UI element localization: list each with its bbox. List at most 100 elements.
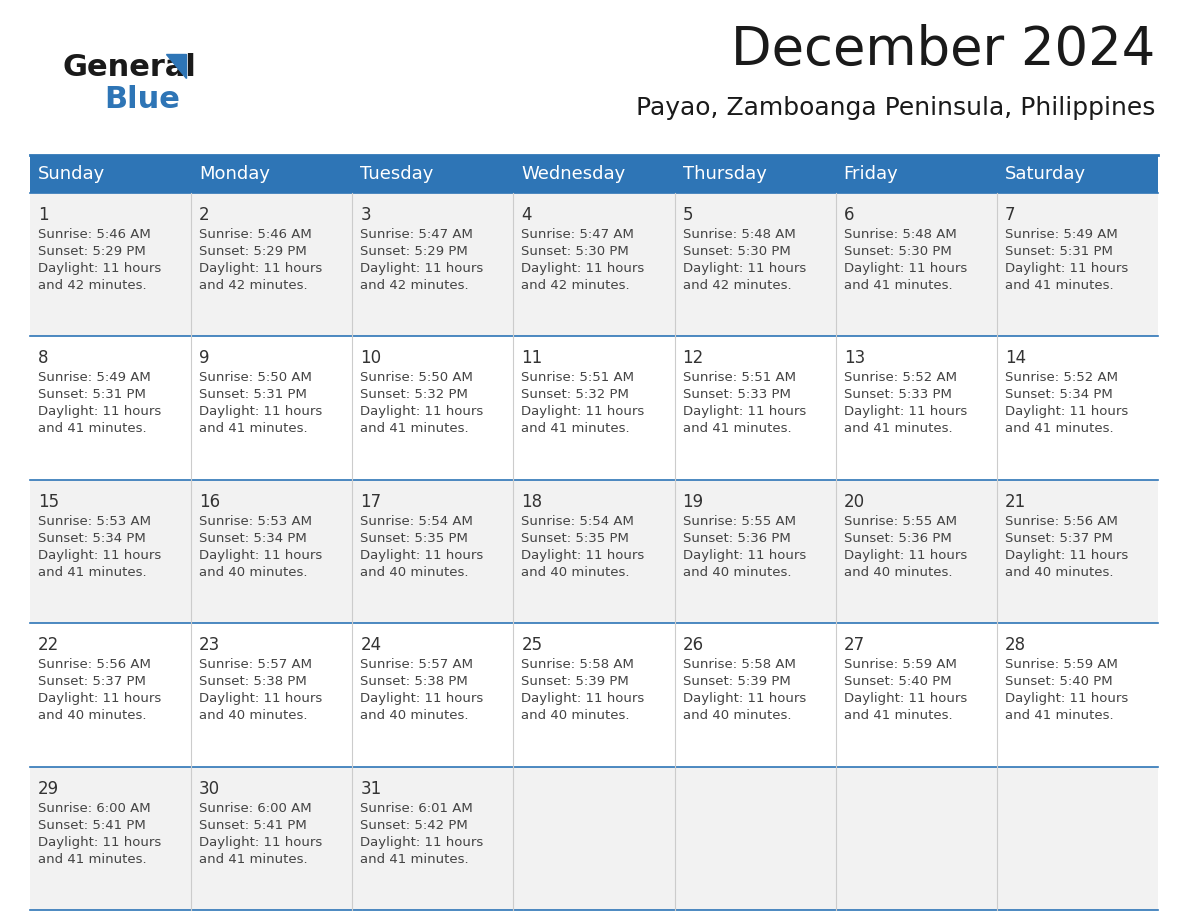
Text: Sunset: 5:35 PM: Sunset: 5:35 PM (360, 532, 468, 544)
Text: 24: 24 (360, 636, 381, 655)
Text: Daylight: 11 hours: Daylight: 11 hours (360, 406, 484, 419)
Text: 25: 25 (522, 636, 543, 655)
Text: Daylight: 11 hours: Daylight: 11 hours (38, 262, 162, 275)
Text: Sunset: 5:34 PM: Sunset: 5:34 PM (200, 532, 307, 544)
Text: 19: 19 (683, 493, 703, 510)
Text: Sunrise: 5:47 AM: Sunrise: 5:47 AM (360, 228, 473, 241)
Text: Sunrise: 5:59 AM: Sunrise: 5:59 AM (1005, 658, 1118, 671)
Bar (30, 480, 1158, 623)
Text: and 41 minutes.: and 41 minutes. (200, 853, 308, 866)
Text: Sunrise: 5:57 AM: Sunrise: 5:57 AM (360, 658, 473, 671)
Text: Sunset: 5:32 PM: Sunset: 5:32 PM (360, 388, 468, 401)
Text: Sunset: 5:31 PM: Sunset: 5:31 PM (200, 388, 307, 401)
Text: 11: 11 (522, 350, 543, 367)
Bar (30, 623, 1158, 767)
Text: Daylight: 11 hours: Daylight: 11 hours (360, 835, 484, 848)
Text: and 41 minutes.: and 41 minutes. (843, 710, 953, 722)
Text: and 41 minutes.: and 41 minutes. (1005, 422, 1113, 435)
Text: Sunrise: 6:01 AM: Sunrise: 6:01 AM (360, 801, 473, 814)
Text: Sunset: 5:29 PM: Sunset: 5:29 PM (360, 245, 468, 258)
Text: 18: 18 (522, 493, 543, 510)
Text: Sunrise: 5:51 AM: Sunrise: 5:51 AM (522, 372, 634, 385)
Text: Daylight: 11 hours: Daylight: 11 hours (683, 692, 805, 705)
Text: 29: 29 (38, 779, 59, 798)
Text: and 41 minutes.: and 41 minutes. (843, 279, 953, 292)
Bar (30, 767, 1158, 910)
Text: Daylight: 11 hours: Daylight: 11 hours (522, 549, 645, 562)
Text: 7: 7 (1005, 206, 1016, 224)
Text: Wednesday: Wednesday (522, 165, 626, 183)
Text: and 41 minutes.: and 41 minutes. (683, 422, 791, 435)
Bar (30, 193, 1158, 336)
Text: Daylight: 11 hours: Daylight: 11 hours (843, 692, 967, 705)
Text: Sunrise: 5:52 AM: Sunrise: 5:52 AM (843, 372, 956, 385)
Text: 21: 21 (1005, 493, 1026, 510)
Text: Sunset: 5:41 PM: Sunset: 5:41 PM (200, 819, 307, 832)
Text: Daylight: 11 hours: Daylight: 11 hours (200, 835, 322, 848)
Text: Daylight: 11 hours: Daylight: 11 hours (38, 835, 162, 848)
Text: Blue: Blue (105, 85, 179, 115)
Text: 3: 3 (360, 206, 371, 224)
Text: Daylight: 11 hours: Daylight: 11 hours (522, 262, 645, 275)
Text: Daylight: 11 hours: Daylight: 11 hours (843, 549, 967, 562)
Text: 9: 9 (200, 350, 209, 367)
Text: and 41 minutes.: and 41 minutes. (360, 422, 469, 435)
Text: Sunrise: 5:56 AM: Sunrise: 5:56 AM (1005, 515, 1118, 528)
Text: Sunset: 5:38 PM: Sunset: 5:38 PM (200, 676, 307, 688)
Text: 8: 8 (38, 350, 49, 367)
Text: Sunrise: 5:58 AM: Sunrise: 5:58 AM (683, 658, 796, 671)
Text: and 41 minutes.: and 41 minutes. (360, 853, 469, 866)
Text: Daylight: 11 hours: Daylight: 11 hours (38, 692, 162, 705)
Text: Daylight: 11 hours: Daylight: 11 hours (200, 692, 322, 705)
Text: Sunrise: 5:49 AM: Sunrise: 5:49 AM (38, 372, 151, 385)
Text: Sunset: 5:42 PM: Sunset: 5:42 PM (360, 819, 468, 832)
Text: Sunset: 5:30 PM: Sunset: 5:30 PM (522, 245, 630, 258)
Text: and 40 minutes.: and 40 minutes. (683, 710, 791, 722)
Text: Sunrise: 5:50 AM: Sunrise: 5:50 AM (200, 372, 312, 385)
Text: Daylight: 11 hours: Daylight: 11 hours (360, 549, 484, 562)
Text: Sunrise: 5:51 AM: Sunrise: 5:51 AM (683, 372, 796, 385)
Text: Sunrise: 5:55 AM: Sunrise: 5:55 AM (843, 515, 956, 528)
Text: 15: 15 (38, 493, 59, 510)
Text: Sunrise: 5:53 AM: Sunrise: 5:53 AM (38, 515, 151, 528)
Text: and 42 minutes.: and 42 minutes. (200, 279, 308, 292)
Text: 6: 6 (843, 206, 854, 224)
Text: and 40 minutes.: and 40 minutes. (843, 565, 953, 579)
Text: 22: 22 (38, 636, 59, 655)
Text: and 41 minutes.: and 41 minutes. (38, 853, 146, 866)
Text: 17: 17 (360, 493, 381, 510)
Text: Sunset: 5:29 PM: Sunset: 5:29 PM (38, 245, 146, 258)
Text: Daylight: 11 hours: Daylight: 11 hours (683, 406, 805, 419)
Text: and 42 minutes.: and 42 minutes. (360, 279, 469, 292)
Text: Daylight: 11 hours: Daylight: 11 hours (843, 406, 967, 419)
Text: Daylight: 11 hours: Daylight: 11 hours (1005, 262, 1129, 275)
Text: 5: 5 (683, 206, 693, 224)
Text: 30: 30 (200, 779, 220, 798)
Text: Sunset: 5:34 PM: Sunset: 5:34 PM (1005, 388, 1113, 401)
Text: 12: 12 (683, 350, 703, 367)
Text: Sunset: 5:30 PM: Sunset: 5:30 PM (843, 245, 952, 258)
Text: Sunrise: 5:56 AM: Sunrise: 5:56 AM (38, 658, 151, 671)
Text: Sunset: 5:39 PM: Sunset: 5:39 PM (522, 676, 630, 688)
Text: Thursday: Thursday (683, 165, 766, 183)
Text: Sunset: 5:36 PM: Sunset: 5:36 PM (843, 532, 952, 544)
Text: Daylight: 11 hours: Daylight: 11 hours (360, 262, 484, 275)
Text: Sunrise: 5:59 AM: Sunrise: 5:59 AM (843, 658, 956, 671)
Text: Daylight: 11 hours: Daylight: 11 hours (200, 549, 322, 562)
Text: 10: 10 (360, 350, 381, 367)
Text: Sunrise: 5:50 AM: Sunrise: 5:50 AM (360, 372, 473, 385)
Text: Sunset: 5:41 PM: Sunset: 5:41 PM (38, 819, 146, 832)
Text: Sunrise: 5:53 AM: Sunrise: 5:53 AM (200, 515, 312, 528)
Bar (30, 336, 1158, 480)
Text: and 41 minutes.: and 41 minutes. (522, 422, 630, 435)
Text: 4: 4 (522, 206, 532, 224)
Text: Sunrise: 5:49 AM: Sunrise: 5:49 AM (1005, 228, 1118, 241)
Text: Daylight: 11 hours: Daylight: 11 hours (683, 549, 805, 562)
Text: Daylight: 11 hours: Daylight: 11 hours (38, 406, 162, 419)
Text: Saturday: Saturday (1005, 165, 1086, 183)
Text: and 40 minutes.: and 40 minutes. (522, 565, 630, 579)
Text: Daylight: 11 hours: Daylight: 11 hours (843, 262, 967, 275)
Text: Sunset: 5:33 PM: Sunset: 5:33 PM (843, 388, 952, 401)
Polygon shape (166, 54, 187, 78)
Text: Daylight: 11 hours: Daylight: 11 hours (1005, 406, 1129, 419)
